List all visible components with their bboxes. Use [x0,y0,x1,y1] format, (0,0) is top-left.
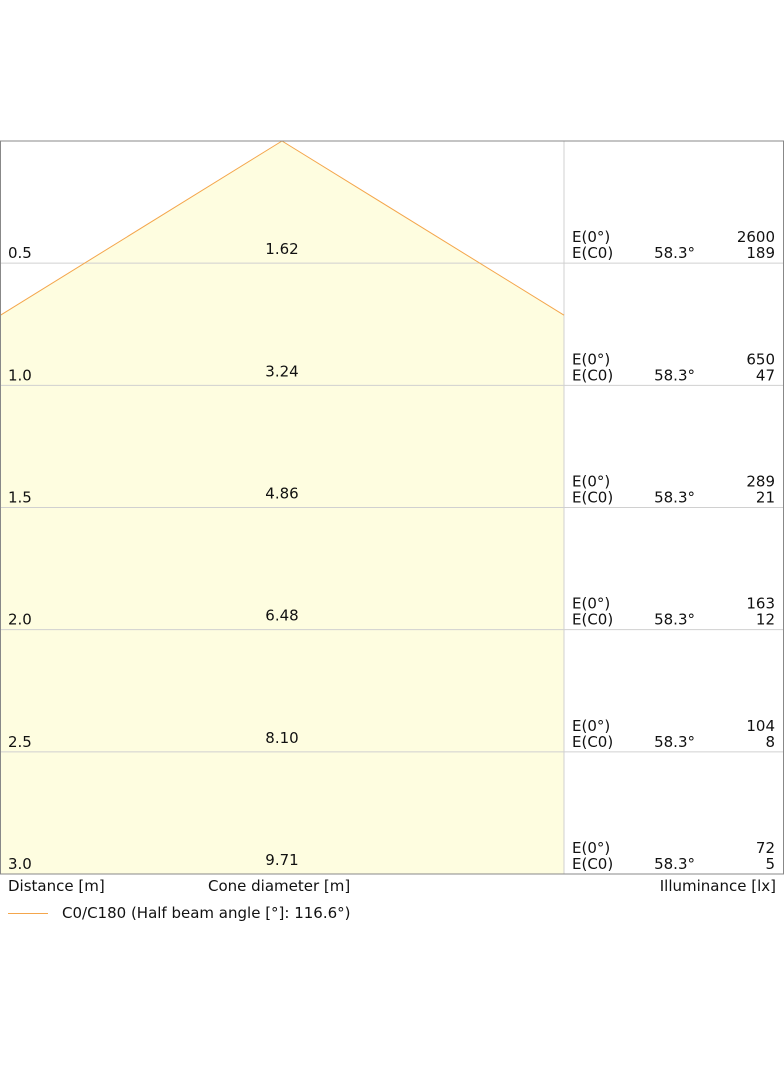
e0-value: 104 [746,717,775,735]
ec0-angle-label: 58.3° [654,366,695,384]
ec0-label: E(C0) [572,855,613,873]
e0-label: E(0°) [572,595,610,613]
e0-value: 650 [746,350,775,368]
e0-value: 72 [756,839,775,857]
e0-value: 289 [746,473,775,491]
cone-diameter-axis-label: Cone diameter [m] [208,877,351,895]
ec0-angle-label: 58.3° [654,733,695,751]
cone-diameter-label: 8.10 [265,729,298,747]
ec0-label: E(C0) [572,489,613,507]
cone-diameter-label: 3.24 [265,362,298,380]
ec0-value: 189 [746,244,775,262]
ec0-value: 21 [756,489,775,507]
ec0-angle-label: 58.3° [654,244,695,262]
distance-axis-label: Distance [m] [8,877,105,895]
ec0-value: 8 [765,733,775,751]
ec0-angle-label: 58.3° [654,855,695,873]
legend-label: C0/C180 (Half beam angle [°]: 116.6°) [62,904,351,922]
cone-diameter-label: 9.71 [265,851,298,869]
distance-label: 0.5 [8,244,32,262]
cone-diameter-label: 4.86 [265,485,298,503]
e0-value: 163 [746,595,775,613]
distance-label: 1.0 [8,366,32,384]
cone-edge-left [0,140,283,316]
e0-label: E(0°) [572,473,610,491]
ec0-angle-label: 58.3° [654,611,695,629]
chart-legend: C0/C180 (Half beam angle [°]: 116.6°) [8,904,351,922]
e0-label: E(0°) [572,839,610,857]
e0-label: E(0°) [572,717,610,735]
distance-label: 2.0 [8,611,32,629]
ec0-value: 12 [756,611,775,629]
distance-label: 3.0 [8,855,32,873]
cone-diameter-label: 6.48 [265,607,298,625]
cone-edge-right [281,140,565,316]
ec0-label: E(C0) [572,733,613,751]
e0-value: 2600 [737,228,775,246]
ec0-label: E(C0) [572,611,613,629]
e0-label: E(0°) [572,228,610,246]
ec0-label: E(C0) [572,366,613,384]
legend-line-swatch [8,912,48,914]
ec0-value: 5 [765,855,775,873]
cone-diameter-label: 1.62 [265,240,298,258]
distance-label: 2.5 [8,733,32,751]
illuminance-axis-label: Illuminance [lx] [659,877,776,895]
ec0-angle-label: 58.3° [654,489,695,507]
ec0-value: 47 [756,366,775,384]
e0-label: E(0°) [572,350,610,368]
ec0-label: E(C0) [572,244,613,262]
distance-label: 1.5 [8,489,32,507]
